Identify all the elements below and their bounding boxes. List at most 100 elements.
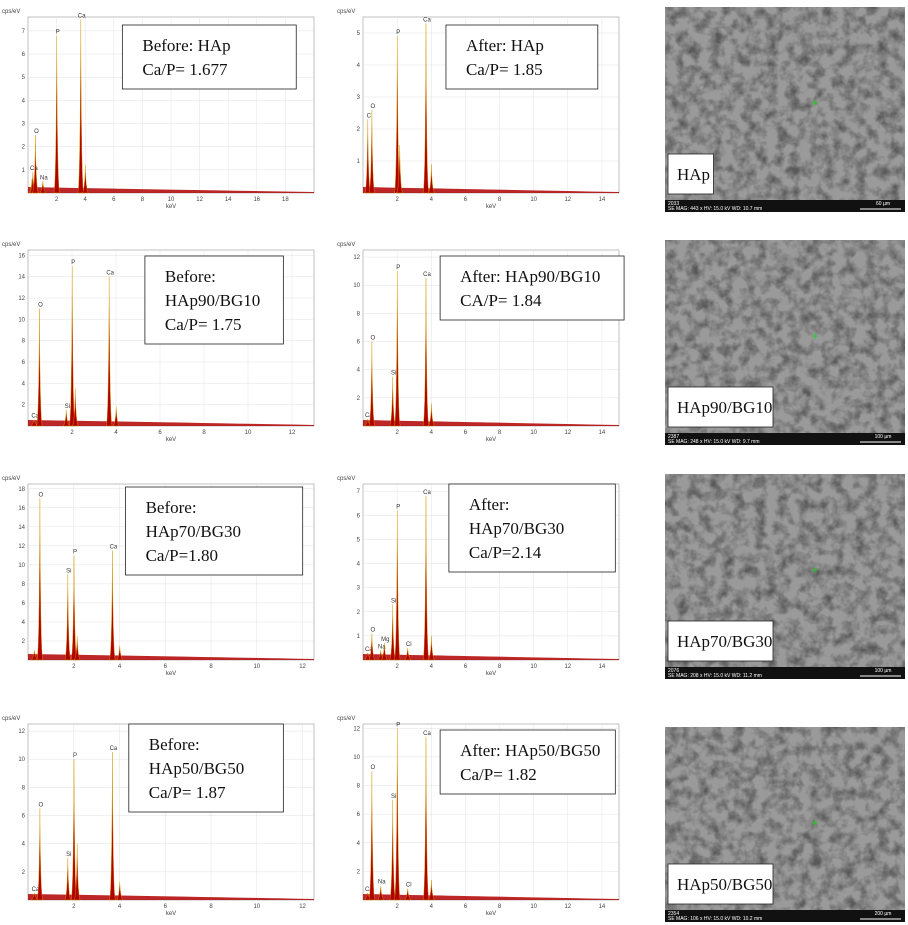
peak-label: Ca <box>110 545 118 551</box>
image-info: SE MAG: 208 x HV: 15.0 kV WD: 11.2 mm <box>668 673 762 679</box>
marker: + <box>811 96 818 110</box>
y-tick-label: 10 <box>353 755 360 761</box>
annotation-text: Ca/P= 1.75 <box>165 315 242 334</box>
x-tick-label: 10 <box>253 664 260 670</box>
peak-label: Si <box>391 794 396 800</box>
x-tick-label: 4 <box>84 197 88 203</box>
y-tick-label: 12 <box>353 255 360 261</box>
y-tick-label: 3 <box>357 95 361 101</box>
x-axis-label: keV <box>166 911 176 917</box>
x-tick-label: 12 <box>564 430 571 436</box>
peak-label: P <box>73 549 77 555</box>
peak-label: Cl <box>406 883 412 889</box>
x-tick-label: 12 <box>289 430 296 436</box>
y-tick-label: 10 <box>18 317 25 323</box>
y-tick-label: 2 <box>22 145 26 151</box>
y-tick-label: 2 <box>357 610 361 616</box>
image-info: SE MAG: 106 x HV: 15.0 kV WD: 10.2 mm <box>668 916 762 922</box>
x-axis-label: keV <box>166 671 176 677</box>
annotation-text: CA/P= 1.84 <box>460 291 542 310</box>
peak-label: O <box>371 104 376 110</box>
peak-label: Si <box>65 404 70 410</box>
y-tick-label: 12 <box>18 544 25 550</box>
y-tick-label: 16 <box>18 506 25 512</box>
peak-label: Na <box>378 644 386 650</box>
y-tick-label: 12 <box>18 296 25 302</box>
annotation-box <box>440 730 615 794</box>
y-tick-label: 8 <box>22 785 26 791</box>
y-tick-label: 8 <box>357 311 361 317</box>
y-tick-label: 1 <box>357 634 361 640</box>
x-tick-label: 8 <box>141 197 145 203</box>
peak-label: O <box>39 802 44 808</box>
scale-label: 200 µm <box>875 911 892 917</box>
y-tick-label: 14 <box>18 275 25 281</box>
y-tick-label: 4 <box>357 368 361 374</box>
x-axis-label: keV <box>486 911 496 917</box>
y-tick-label: 14 <box>18 525 25 531</box>
peak-label: O <box>371 627 376 633</box>
scale-label: 60 µm <box>876 201 890 207</box>
annotation-text: Before: <box>165 267 216 286</box>
x-tick-label: 6 <box>164 664 168 670</box>
x-tick-label: 12 <box>299 904 306 910</box>
x-tick-label: 2 <box>395 197 399 203</box>
peak-label: Cl <box>406 642 412 648</box>
y-tick-label: 6 <box>357 513 361 519</box>
y-tick-label: 4 <box>22 381 26 387</box>
marker: + <box>811 563 818 577</box>
x-tick-label: 8 <box>498 904 502 910</box>
x-tick-label: 8 <box>209 664 213 670</box>
x-tick-label: 2 <box>395 904 399 910</box>
x-tick-label: 14 <box>599 904 606 910</box>
peak-label: Na <box>40 175 48 181</box>
x-tick-label: 12 <box>564 197 571 203</box>
peak-label: Ca <box>30 166 38 172</box>
annotation-text: Ca/P= 1.677 <box>142 60 228 79</box>
annotation-text: Before: <box>146 498 197 517</box>
x-tick-label: 14 <box>599 197 606 203</box>
x-tick-label: 4 <box>118 664 122 670</box>
y-tick-label: 16 <box>18 253 25 259</box>
annotation-text: After: HAp90/BG10 <box>460 267 600 286</box>
annotation-text: Ca/P= 1.82 <box>460 765 537 784</box>
y-tick-label: 6 <box>22 360 26 366</box>
y-tick-label: 1 <box>357 159 361 165</box>
x-tick-label: 14 <box>225 197 232 203</box>
y-axis-label: cps/eV <box>2 242 20 248</box>
sem-label: HAp <box>677 165 710 184</box>
peak-label: Ca <box>423 272 431 278</box>
x-tick-label: 8 <box>202 430 206 436</box>
x-tick-label: 4 <box>430 430 434 436</box>
x-tick-label: 10 <box>530 664 537 670</box>
x-tick-label: 14 <box>599 664 606 670</box>
sem-label: HAp90/BG10 <box>677 398 772 417</box>
peak-label: O <box>38 303 43 309</box>
annotation-box <box>122 25 296 89</box>
y-tick-label: 12 <box>353 726 360 732</box>
y-tick-label: 2 <box>22 403 26 409</box>
x-tick-label: 8 <box>498 430 502 436</box>
x-tick-label: 18 <box>282 197 289 203</box>
y-tick-label: 6 <box>357 340 361 346</box>
y-tick-label: 4 <box>357 63 361 69</box>
annotation-text: After: HAp50/BG50 <box>460 741 600 760</box>
y-axis-label: cps/eV <box>337 242 355 248</box>
x-tick-label: 10 <box>530 904 537 910</box>
x-tick-label: 8 <box>498 197 502 203</box>
y-tick-label: 4 <box>22 620 26 626</box>
peak-label: Na <box>378 880 386 886</box>
y-tick-label: 5 <box>22 75 26 81</box>
peak-label: P <box>396 30 400 36</box>
x-tick-label: 4 <box>114 430 118 436</box>
x-tick-label: 12 <box>299 664 306 670</box>
annotation-text: Ca/P=2.14 <box>469 543 542 562</box>
annotation-text: HAp70/BG30 <box>146 522 241 541</box>
y-tick-label: 12 <box>18 729 25 735</box>
annotation-text: After: HAp <box>466 36 544 55</box>
peak-label: O <box>34 129 39 135</box>
peak-label: P <box>73 753 77 759</box>
annotation-text: HAp70/BG30 <box>469 519 564 538</box>
x-tick-label: 10 <box>530 430 537 436</box>
x-tick-label: 12 <box>196 197 203 203</box>
